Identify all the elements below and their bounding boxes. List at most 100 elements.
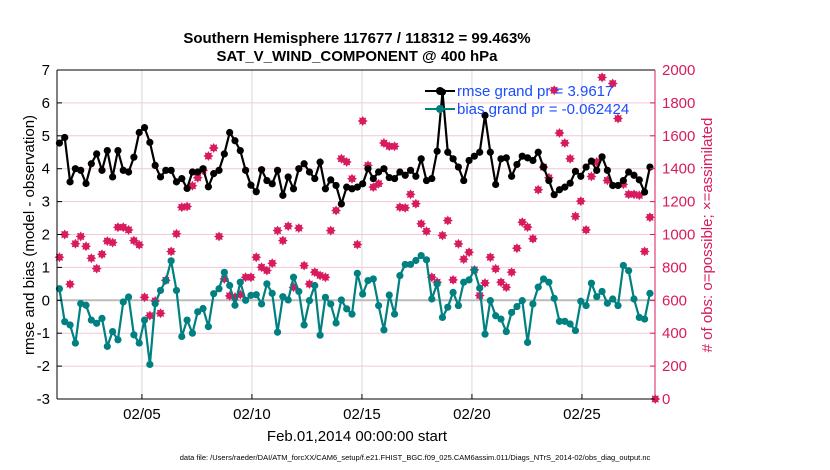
y-right-tick-label: 0 [662, 391, 670, 408]
bias-point [257, 300, 266, 308]
rmse-point [497, 155, 505, 163]
bias-point [140, 316, 149, 324]
rmse-point [470, 152, 478, 160]
rmse-point [146, 138, 154, 146]
rmse-point [417, 155, 425, 163]
obs-count-marker [139, 292, 150, 303]
bias-point [614, 301, 622, 310]
bias-point [385, 291, 393, 299]
rmse-point [93, 150, 101, 158]
obs-count-marker [70, 238, 81, 249]
x-tick-label: 02/20 [453, 406, 491, 423]
rmse-point [77, 166, 85, 174]
obs-count-marker [208, 143, 219, 153]
bias-point [502, 327, 510, 336]
y-tick-label: 4 [42, 161, 50, 178]
rmse-point [204, 183, 212, 191]
rmse-point [646, 163, 654, 171]
rmse-point [114, 147, 122, 155]
obs-count-marker [320, 272, 331, 283]
rmse-point [135, 128, 143, 137]
bias-point [380, 326, 388, 334]
rmse-point [263, 176, 271, 185]
obs-count-marker [464, 247, 475, 258]
rmse-point [603, 166, 611, 174]
obs-count-marker [192, 172, 203, 183]
bias-point [135, 339, 143, 347]
rmse-point [508, 172, 516, 180]
rmse-point [103, 147, 111, 155]
obs-count-marker [97, 249, 107, 260]
bias-point [401, 260, 409, 269]
bias-point [188, 329, 197, 337]
obs-count-marker [272, 225, 283, 236]
bias-point [66, 321, 74, 329]
obs-count-marker [123, 224, 134, 235]
bias-point [284, 296, 292, 304]
y-right-tick-label: 200 [662, 358, 687, 375]
bias-point [582, 301, 590, 310]
bias-line [58, 254, 651, 365]
obs-count-marker [59, 229, 70, 240]
rmse-point [598, 153, 606, 161]
obs-count-marker [107, 237, 118, 248]
bias-point [465, 276, 473, 284]
bias-point [625, 267, 633, 275]
bias-point [470, 266, 478, 274]
y-axis-right-label: # of obs: o=possible; ×=assimilated [699, 118, 716, 353]
bias-point [156, 286, 165, 295]
obs-count-marker [644, 212, 655, 223]
bias-point [124, 293, 133, 301]
rmse-point [130, 153, 138, 161]
obs-count-marker [261, 265, 272, 276]
rmse-point [257, 166, 266, 174]
bias-point [194, 308, 202, 316]
bias-point [518, 297, 526, 305]
obs-count-marker [506, 267, 517, 278]
rmse-point [460, 176, 468, 185]
bias-point [183, 316, 191, 324]
y-right-tick-label: 1000 [662, 227, 695, 244]
rmse-point [140, 123, 149, 132]
bias-point [375, 301, 383, 310]
obs-count-marker [65, 279, 76, 290]
bias-point [641, 315, 649, 323]
rmse-point [305, 168, 314, 176]
axes: 76543210-1-2-320001800160014001200100080… [37, 62, 696, 423]
rmse-point [481, 111, 489, 120]
y-tick-label: -2 [37, 358, 50, 375]
bias-point [529, 300, 537, 308]
bias-point [492, 312, 500, 320]
bias-point [289, 273, 298, 281]
rmse-point [321, 185, 330, 193]
bias-point [204, 323, 212, 331]
rmse-point [523, 154, 532, 162]
bias-point [396, 272, 404, 280]
bias-point [630, 295, 638, 303]
rmse-point [529, 156, 537, 165]
y-tick-label: 3 [42, 194, 50, 211]
rmse-point [571, 167, 580, 175]
obs-count-marker [410, 198, 421, 209]
obs-count-marker [214, 231, 224, 242]
bias-point [242, 296, 250, 304]
bias-point [566, 320, 574, 328]
rmse-point [412, 172, 420, 180]
obs-count-marker [453, 238, 464, 249]
data-file-footnote: data file: /Users/raeder/DAI/ATM_forcXX/… [180, 453, 651, 462]
obs-count-marker [554, 128, 565, 138]
bias-point [486, 297, 494, 305]
rmse-point [401, 171, 409, 179]
rmse-point [247, 181, 255, 189]
chart-title-line-1: Southern Hemisphere 117677 / 118312 = 99… [183, 30, 530, 47]
bias-point [119, 298, 127, 306]
bias-point [359, 290, 367, 298]
rmse-point [183, 184, 191, 193]
obs-count-marker [575, 196, 586, 207]
rmse-point [486, 148, 494, 156]
bias-point [593, 293, 601, 301]
rmse-point [109, 173, 117, 181]
grid [57, 69, 655, 400]
bias-point [561, 317, 569, 325]
rmse-point [513, 160, 521, 169]
